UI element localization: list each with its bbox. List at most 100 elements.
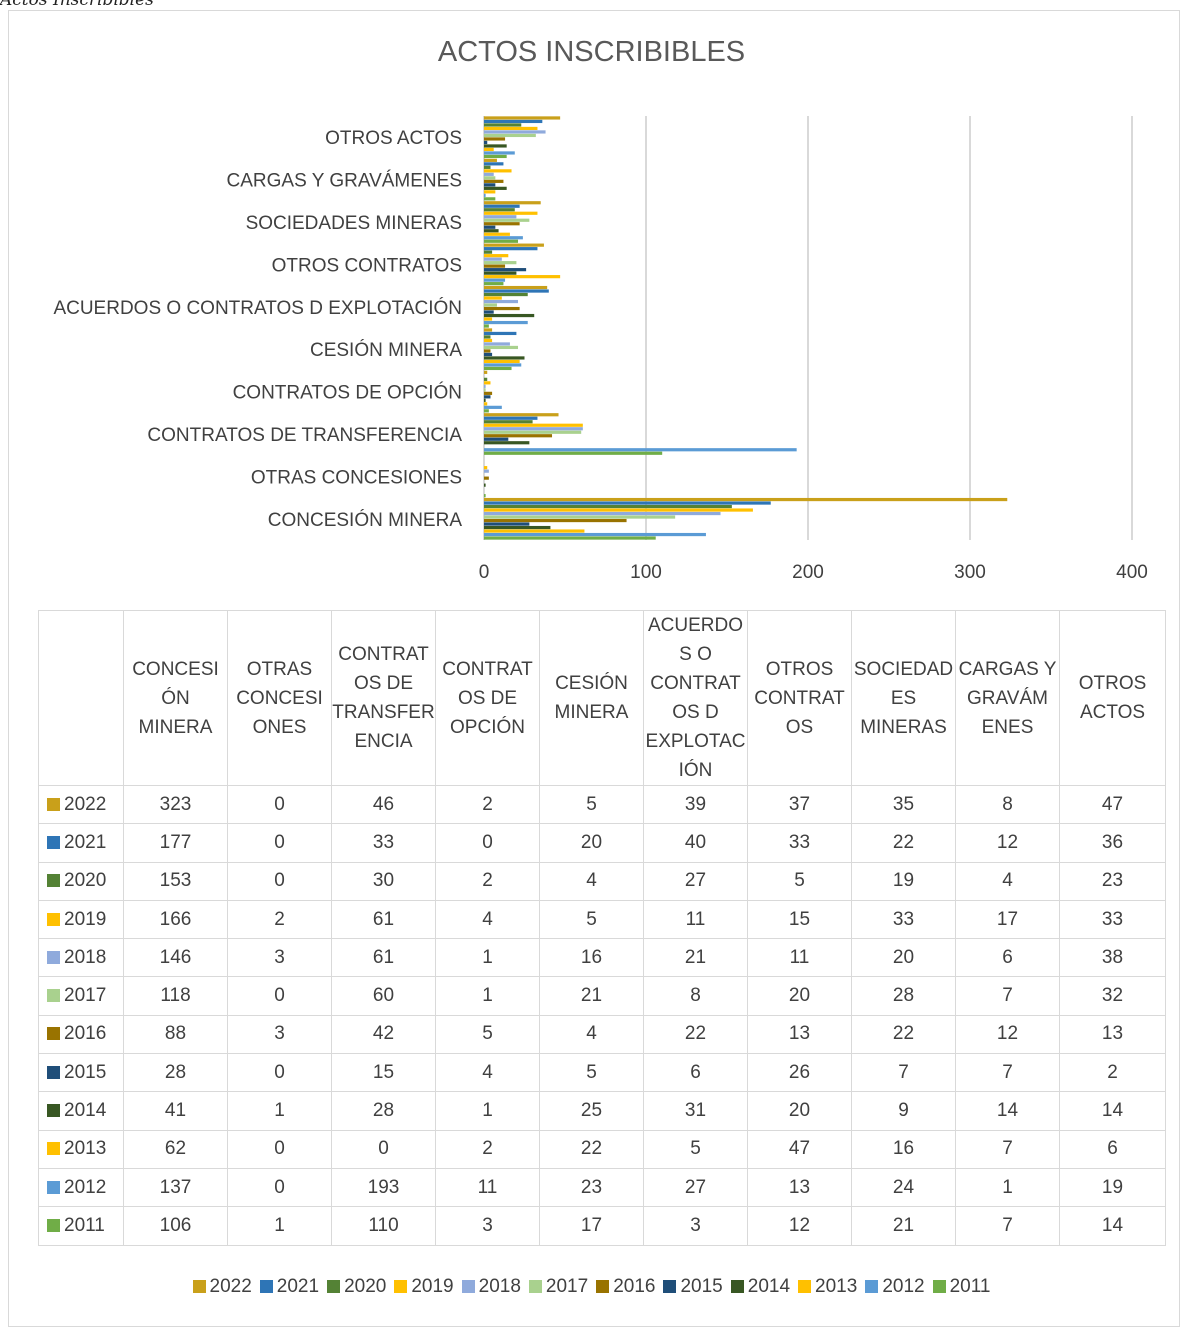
x-tick-label: 0	[479, 562, 490, 583]
column-header: CARGAS Y GRAVÁM ENES	[955, 610, 1060, 786]
table-cell: 7	[955, 1053, 1060, 1093]
bar	[484, 306, 520, 311]
table-cell: 7	[851, 1053, 956, 1093]
bar	[484, 388, 486, 392]
series-swatch	[47, 912, 60, 926]
table-cell: 12	[955, 823, 1060, 863]
table-cell: 32	[1059, 976, 1166, 1016]
table-row: 2015 28 0 15 4 5 6 26 7 7 2	[38, 1053, 1166, 1093]
table-cell: 38	[1059, 938, 1166, 978]
bar	[484, 497, 1008, 502]
table-cell: 7	[955, 976, 1060, 1016]
table-cell: 62	[123, 1129, 228, 1169]
table-cell: 31	[643, 1091, 748, 1131]
table-cell: 9	[851, 1091, 956, 1131]
legend-label: 2016	[613, 1276, 656, 1297]
table-cell: 35	[851, 784, 956, 825]
bar	[484, 352, 493, 357]
chart-title: ACTOS INSCRIBIBLES	[437, 36, 746, 68]
legend-swatch	[663, 1280, 677, 1293]
bar	[484, 395, 491, 399]
series-swatch	[47, 1180, 60, 1194]
legend-swatch	[259, 1280, 273, 1293]
table-cell: 22	[851, 823, 956, 863]
bar	[484, 264, 506, 268]
column-header: ACUERDO S O CONTRAT OS D EXPLOTAC IÓN	[643, 610, 748, 786]
table-cell: 2	[435, 784, 540, 825]
category-label: CONTRATOS DE OPCIÓN	[233, 382, 462, 404]
column-header: CONCESI ÓN MINERA	[123, 610, 228, 786]
bar	[484, 130, 546, 134]
bar	[484, 391, 493, 395]
bar	[484, 211, 538, 215]
series-name: 2016	[64, 1023, 107, 1045]
table-cell: 33	[1059, 899, 1166, 940]
table-row: 2013 62 0 0 2 22 5 47 16 7 6	[38, 1129, 1166, 1169]
row-key: 2015	[38, 1053, 124, 1093]
table-cell: 177	[123, 823, 228, 863]
table-cell: 3	[435, 1206, 540, 1246]
bar	[484, 176, 496, 180]
bar	[484, 522, 530, 526]
bar	[484, 218, 530, 222]
bar	[484, 116, 561, 120]
bar	[484, 169, 512, 173]
table-cell: 0	[435, 823, 540, 863]
table-cell: 28	[851, 976, 956, 1016]
bar	[484, 239, 519, 243]
table-cell: 61	[331, 899, 436, 940]
table-cell: 20	[747, 1091, 852, 1131]
row-key: 2011	[38, 1206, 124, 1246]
table-cell: 7	[955, 1206, 1060, 1246]
table-cell: 0	[331, 1129, 436, 1169]
bar	[484, 179, 504, 183]
table-cell: 0	[227, 1167, 332, 1208]
bar	[484, 250, 493, 254]
legend-label: 2022	[209, 1276, 252, 1297]
legend-label: 2011	[949, 1276, 991, 1297]
table-cell: 20	[539, 823, 644, 863]
legend-item: 2015	[663, 1276, 723, 1298]
legend-label: 2014	[747, 1276, 791, 1297]
table-cell: 3	[227, 1014, 332, 1055]
row-key: 2019	[38, 899, 124, 940]
bar	[484, 215, 517, 219]
table-cell: 7	[955, 1129, 1060, 1169]
legend-swatch	[865, 1280, 879, 1293]
legend-item: 2021	[259, 1276, 319, 1298]
bar	[484, 225, 496, 229]
row-key: 2013	[38, 1129, 124, 1169]
column-header: OTROS ACTOS	[1059, 610, 1166, 786]
series-name: 2017	[64, 985, 107, 1007]
bar	[484, 532, 706, 537]
table-cell: 88	[123, 1014, 228, 1055]
table-cell: 1	[227, 1206, 332, 1246]
table-cell: 15	[331, 1053, 436, 1093]
table-cell: 19	[851, 861, 956, 901]
legend-swatch	[394, 1280, 408, 1293]
bar	[484, 289, 549, 293]
table-row: 2021 177 0 33 0 20 40 33 22 12 36	[38, 823, 1166, 863]
table-cell: 193	[331, 1167, 436, 1208]
bar	[484, 247, 538, 251]
table-cell: 36	[1059, 823, 1166, 863]
series-name: 2014	[64, 1100, 107, 1122]
table-cell: 22	[643, 1014, 748, 1055]
bar	[484, 437, 509, 441]
legend-item: 2018	[461, 1276, 521, 1298]
figure-caption: Actos Inscribibles	[0, 0, 154, 10]
legend-swatch	[528, 1280, 542, 1293]
table-cell: 14	[1059, 1091, 1166, 1131]
table-cell: 60	[331, 976, 436, 1016]
bar	[484, 268, 527, 272]
bar	[484, 423, 583, 427]
table-cell: 5	[539, 899, 644, 940]
table-cell: 30	[331, 861, 436, 901]
table-cell: 11	[643, 899, 748, 940]
category-label: CONCESIÓN MINERA	[268, 509, 463, 531]
bar	[484, 469, 489, 473]
bar	[484, 504, 732, 509]
table-cell: 8	[955, 784, 1060, 825]
bar	[484, 190, 496, 194]
legend-label: 2020	[344, 1276, 387, 1297]
